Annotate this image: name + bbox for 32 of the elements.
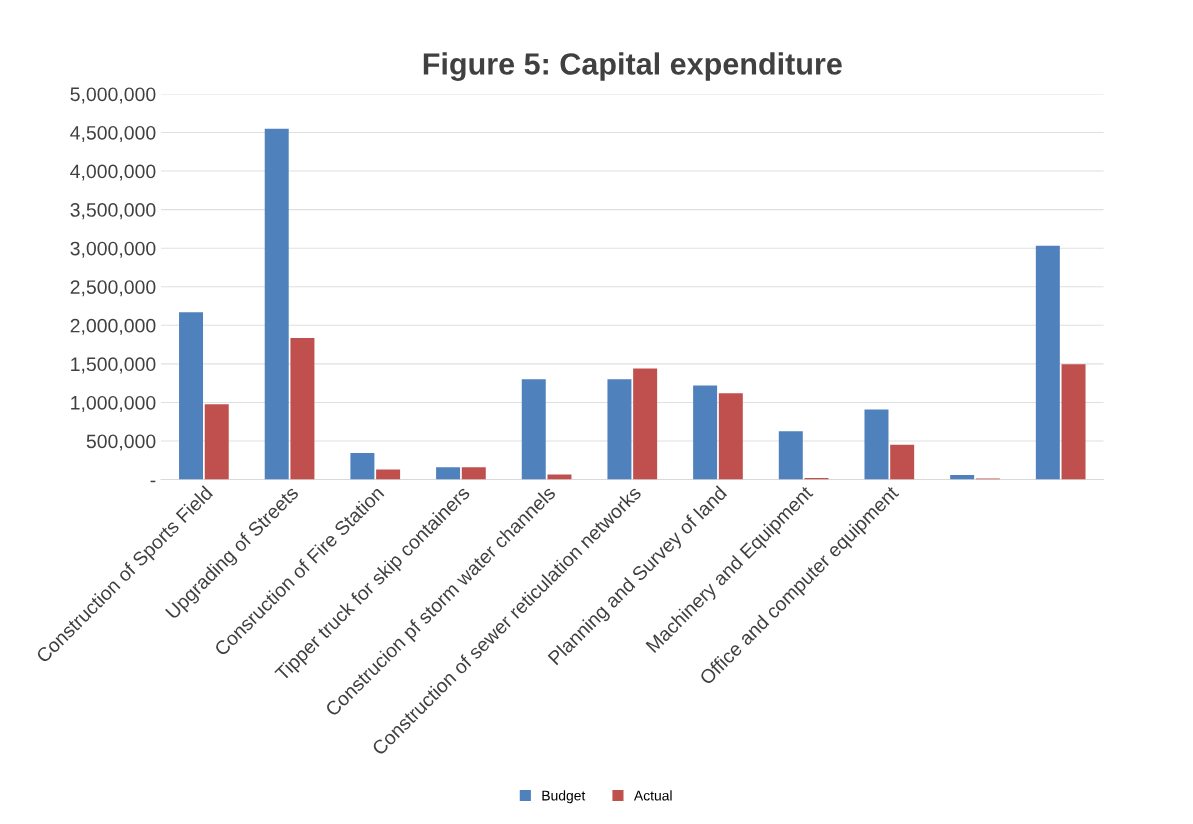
legend-label: Budget (542, 790, 586, 804)
bar (864, 409, 889, 480)
chart-title: Figure 5: Capital expenditure (423, 52, 842, 81)
bar (1061, 364, 1086, 480)
bar (778, 431, 803, 480)
y-tick-label: 1,500,000 (71, 357, 156, 374)
y-tick-label: 2,500,000 (70, 280, 156, 297)
y-tick-label: 2,000,000 (70, 318, 156, 335)
bar (461, 467, 486, 480)
bar (607, 379, 632, 480)
y-tick-label: 4,500,000 (70, 125, 156, 143)
bar (290, 338, 315, 480)
bar (1035, 245, 1060, 480)
y-tick-label: - (150, 480, 156, 483)
y-tick-label: 1,000,000 (71, 395, 156, 412)
y-tick-label: 5,000,000 (70, 87, 156, 104)
y-tick-label: 3,500,000 (70, 203, 156, 220)
bar (264, 128, 289, 480)
bar (890, 444, 915, 480)
legend-label: Actual (633, 790, 672, 801)
bar (633, 368, 658, 480)
bar (693, 385, 718, 480)
y-tick-label: 3,000,000 (70, 241, 156, 258)
bar (204, 404, 229, 480)
bar (350, 452, 375, 480)
bar (718, 393, 743, 480)
bar (436, 467, 461, 480)
bar (376, 469, 401, 480)
y-tick-label: 500,000 (86, 434, 156, 451)
bar (521, 379, 546, 480)
y-tick-label: 4,000,000 (70, 164, 156, 181)
bar (179, 312, 204, 480)
